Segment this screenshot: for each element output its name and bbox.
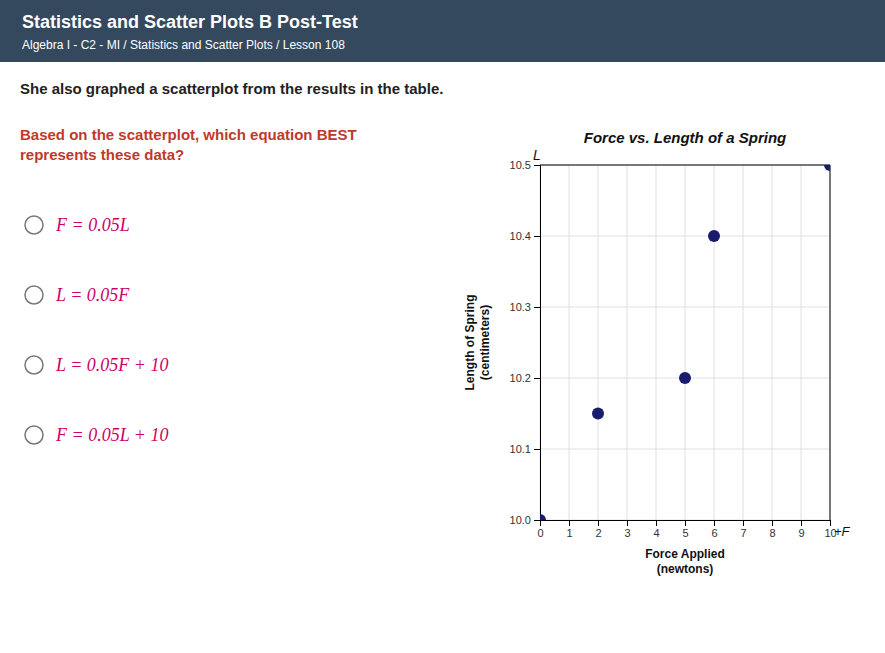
y-tick-label: 10.0 <box>510 514 531 526</box>
point <box>540 514 546 520</box>
x-tick-mark <box>569 520 570 526</box>
y-tick-mark <box>534 307 540 308</box>
page-title: Statistics and Scatter Plots B Post-Test <box>22 12 358 32</box>
y-tick-label: 10.5 <box>510 159 531 171</box>
x-tick: 8 <box>769 520 775 539</box>
y-tick-mark <box>534 449 540 450</box>
x-tick-label: 9 <box>798 527 804 539</box>
option-text: L = 0.05F + 10 <box>55 355 168 375</box>
x-tick-mark <box>598 520 599 526</box>
y-axis: 10.0 10.1 10.2 10.3 10.4 10.5 <box>510 159 541 526</box>
plot-background <box>540 165 830 520</box>
points <box>540 165 830 520</box>
scatter-chart: 01234567891010.010.110.210.310.410.5Forc… <box>463 129 851 576</box>
x-tick-mark <box>714 520 715 526</box>
point <box>679 372 691 384</box>
option-text: L = 0.05F <box>55 285 130 305</box>
y-axis-title: Length of Spring(centimeters) <box>463 295 492 391</box>
y-tick: 10.4 <box>510 230 540 242</box>
x-tick: 3 <box>624 520 630 539</box>
x-tick-label: 7 <box>740 527 746 539</box>
y-tick-label: 10.3 <box>510 301 531 313</box>
point <box>824 165 830 171</box>
grid-line-x <box>714 165 715 520</box>
annotation: L <box>533 147 541 163</box>
grid <box>540 165 830 520</box>
x-tick-mark <box>743 520 744 526</box>
y-tick-mark <box>534 165 540 166</box>
grid-line-x <box>743 165 744 520</box>
x-tick-mark <box>685 520 686 526</box>
x-tick: 6 <box>711 520 717 539</box>
chart-title: Force vs. Length of a Spring <box>584 129 787 146</box>
point <box>708 230 720 242</box>
x-axis: 012345678910 <box>537 520 836 539</box>
grid-line-x <box>598 165 599 520</box>
y-tick: 10.1 <box>510 443 540 455</box>
x-tick-label: 1 <box>566 527 572 539</box>
x-tick-label: 8 <box>769 527 775 539</box>
grid-line-x <box>772 165 773 520</box>
option-text: F = 0.05L + 10 <box>55 425 168 445</box>
x-tick-label: 3 <box>624 527 630 539</box>
radio-button[interactable] <box>25 286 43 304</box>
grid-line-x <box>627 165 628 520</box>
prompt: Based on the scatterplot, which equation… <box>20 126 357 163</box>
x-tick-mark <box>830 520 831 526</box>
x-tick: 1 <box>566 520 572 539</box>
x-tick: 5 <box>682 520 688 539</box>
radio-button[interactable] <box>25 356 43 374</box>
x-tick-label: 5 <box>682 527 688 539</box>
y-tick: 10.0 <box>510 514 540 526</box>
x-tick-mark <box>772 520 773 526</box>
question: She also graphed a scatterplot from the … <box>20 80 443 97</box>
x-tick: 9 <box>798 520 804 539</box>
y-tick-label: 10.1 <box>510 443 531 455</box>
grid-line-y <box>540 236 830 237</box>
x-tick: 7 <box>740 520 746 539</box>
x-tick-mark <box>656 520 657 526</box>
y-tick: 10.2 <box>510 372 540 384</box>
header-bar <box>0 0 885 62</box>
x-tick-mark <box>627 520 628 526</box>
grid-line-x <box>656 165 657 520</box>
options: F = 0.05L L = 0.05F L = 0.05F + 10 F = 0.05… <box>25 215 168 445</box>
grid-line-x <box>801 165 802 520</box>
radio-button[interactable] <box>25 216 43 234</box>
grid-line-x <box>685 165 686 520</box>
y-tick-mark <box>534 520 540 521</box>
x-tick-mark <box>801 520 802 526</box>
x-tick: 2 <box>595 520 601 539</box>
page-subtitle: Algebra I - C2 - MI / Statistics and Sca… <box>22 38 345 52</box>
plot-frame <box>540 165 830 520</box>
point <box>592 408 604 420</box>
x-tick-label: 0 <box>537 527 543 539</box>
x-axis-line <box>541 521 831 527</box>
option-text: F = 0.05L <box>55 215 130 235</box>
page: Statistics and Scatter Plots B Post-Test… <box>0 0 885 653</box>
grid-line-y <box>540 307 830 308</box>
y-tick-mark <box>534 236 540 237</box>
x-tick: 0 <box>537 520 543 539</box>
y-tick: 10.3 <box>510 301 540 313</box>
radio-button[interactable] <box>25 426 43 444</box>
y-tick-label: 10.2 <box>510 372 531 384</box>
y-tick-label: 10.4 <box>510 230 531 242</box>
x-tick-label: 2 <box>595 527 601 539</box>
y-axis-line <box>534 166 541 521</box>
x-tick: 4 <box>653 520 659 539</box>
x-axis-title: Force Applied(newtons) <box>645 547 725 576</box>
x-tick-label: 4 <box>653 527 659 539</box>
grid-line-y <box>540 449 830 450</box>
x-tick-label: 6 <box>711 527 717 539</box>
grid-line-x <box>569 165 570 520</box>
annotation: +F <box>834 524 851 539</box>
y-tick-mark <box>534 378 540 379</box>
